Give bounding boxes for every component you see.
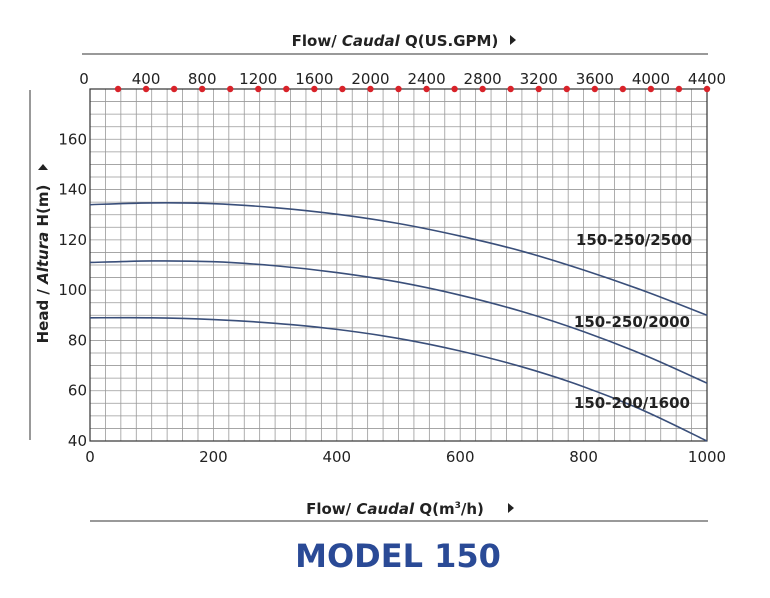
top-tick-label: 1200 — [239, 70, 277, 88]
top-axis-title: Flow/ Caudal Q(US.GPM) — [292, 32, 499, 50]
top-tick-label: 2800 — [464, 70, 502, 88]
gpm-marker-dot — [170, 85, 178, 93]
top-tick-label: 800 — [188, 70, 217, 88]
y-tick-label: 160 — [58, 130, 87, 148]
gpm-marker-dot — [619, 85, 627, 93]
x-tick-label: 200 — [199, 448, 228, 466]
y-tick-label: 120 — [58, 231, 87, 249]
gpm-marker-dot — [198, 85, 206, 93]
x-tick-label: 800 — [569, 448, 598, 466]
gpm-marker-dot — [283, 85, 290, 93]
gpm-marker-dot — [255, 85, 262, 93]
top-tick-label: 4400 — [688, 70, 726, 88]
gpm-marker-dot — [535, 85, 542, 93]
x-tick-label: 0 — [85, 448, 95, 466]
y-axis-title: Head / Altura H(m) — [34, 185, 52, 344]
y-axis-arrow-icon — [38, 164, 48, 170]
series-label: 150-250/2500 — [576, 231, 692, 249]
gpm-marker-dot — [647, 85, 655, 93]
x-tick-label: 600 — [446, 448, 475, 466]
gpm-marker-dot — [479, 85, 486, 93]
top-tick-label: 3200 — [520, 70, 558, 88]
gpm-marker-dot — [591, 85, 599, 93]
model-title: MODEL 150 — [295, 537, 501, 575]
top-tick-label: 1600 — [295, 70, 333, 88]
gpm-marker-dot — [451, 85, 458, 93]
y-tick-label: 60 — [68, 382, 87, 400]
top-tick-label: 2000 — [351, 70, 389, 88]
gpm-marker-dot — [563, 85, 570, 93]
bottom-axis-title: Flow/ Caudal Q(m3/h) — [306, 500, 484, 518]
top-tick-label: 3600 — [576, 70, 614, 88]
top-axis-arrow-icon — [510, 35, 516, 45]
gpm-marker-dot — [311, 85, 318, 93]
series-curve — [89, 316, 708, 442]
series-curve — [89, 202, 708, 317]
top-tick-label: 400 — [132, 70, 161, 88]
series-label: 150-250/2000 — [574, 313, 690, 331]
y-axis: 40 60 80 100 120 140 160 — [58, 130, 87, 450]
series-label: 150-200/1600 — [574, 394, 690, 412]
x-axis: 0 200 400 600 800 1000 — [85, 448, 726, 466]
top-tick-label: 4000 — [632, 70, 670, 88]
series-curve — [89, 260, 708, 384]
gpm-markers — [114, 85, 711, 93]
gpm-marker-dot — [423, 85, 430, 93]
gpm-marker-dot — [703, 85, 711, 93]
x-tick-label: 1000 — [688, 448, 726, 466]
gpm-marker-dot — [339, 85, 346, 93]
series-labels: 150-250/2500 150-250/2000 150-200/1600 — [574, 231, 692, 412]
bottom-axis-arrow-icon — [508, 503, 514, 513]
top-tick-label: 2400 — [407, 70, 445, 88]
y-tick-label: 80 — [68, 331, 87, 349]
y-tick-label: 40 — [68, 432, 87, 450]
gpm-marker-dot — [395, 85, 402, 93]
top-axis: 0 400 800 1200 1600 2000 2400 2800 3200 3600 4000 4… — [79, 70, 726, 88]
curves — [89, 202, 708, 442]
x-tick-label: 400 — [322, 448, 351, 466]
gpm-marker-dot — [367, 85, 374, 93]
grid — [89, 88, 708, 442]
gpm-marker-dot — [114, 85, 122, 93]
gpm-marker-dot — [507, 85, 514, 93]
y-tick-label: 140 — [58, 181, 87, 199]
gpm-marker-dot — [142, 85, 150, 93]
gpm-marker-dot — [675, 85, 683, 93]
gpm-marker-dot — [227, 85, 234, 93]
y-tick-label: 100 — [58, 281, 87, 299]
top-tick-label: 0 — [79, 70, 89, 88]
